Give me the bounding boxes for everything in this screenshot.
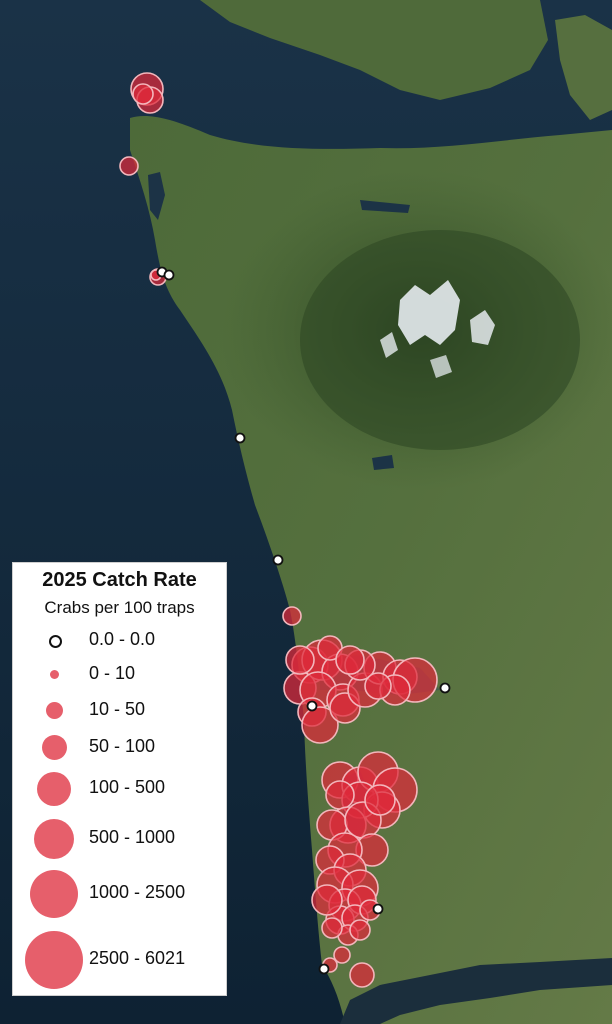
legend-label: 10 - 50 xyxy=(89,699,146,719)
catch-site-marker[interactable] xyxy=(285,645,315,675)
catch-site-marker[interactable] xyxy=(349,919,371,941)
legend-symbol-circle xyxy=(30,870,78,918)
catch-site-marker[interactable] xyxy=(335,645,365,675)
catch-site-marker[interactable] xyxy=(333,946,351,964)
lake-quinault xyxy=(372,455,394,470)
catch-site-marker[interactable] xyxy=(132,83,154,105)
legend-label: 2500 - 6021 xyxy=(89,948,186,968)
legend-symbol-circle xyxy=(25,931,83,989)
legend-label: 1000 - 2500 xyxy=(89,882,186,902)
catch-site-marker[interactable] xyxy=(311,884,343,916)
catch-site-marker[interactable] xyxy=(364,784,396,816)
legend-row: 0 - 10 xyxy=(13,663,226,685)
catch-site-marker[interactable] xyxy=(282,606,302,626)
zero-catch-site-marker[interactable] xyxy=(318,963,330,975)
columbia-river xyxy=(340,958,612,1024)
legend-row: 0.0 - 0.0 xyxy=(13,629,226,651)
catch-markers-layer xyxy=(119,72,451,988)
legend-symbol-circle xyxy=(37,772,71,806)
legend-label: 0.0 - 0.0 xyxy=(89,629,156,649)
vancouver-island-land xyxy=(200,0,548,100)
zero-catch-site-marker[interactable] xyxy=(372,903,384,915)
legend-row: 1000 - 2500 xyxy=(13,870,226,918)
legend-label: 50 - 100 xyxy=(89,736,156,756)
snow-cap-2 xyxy=(470,310,495,345)
zero-catch-site-marker[interactable] xyxy=(163,269,175,281)
zero-catch-site-marker[interactable] xyxy=(234,432,246,444)
lake-crescent xyxy=(360,200,410,213)
legend-label: 0 - 10 xyxy=(89,663,136,683)
snow-cap-4 xyxy=(430,355,452,378)
legend-label: 100 - 500 xyxy=(89,777,166,797)
zero-catch-site-marker[interactable] xyxy=(439,682,451,694)
legend-row: 500 - 1000 xyxy=(13,819,226,859)
snow-cap xyxy=(398,280,460,345)
legend-symbol-circle xyxy=(50,670,59,679)
legend-panel: 2025 Catch Rate Crabs per 100 traps 0.0 … xyxy=(12,562,227,996)
legend-row: 10 - 50 xyxy=(13,699,226,721)
catch-site-marker[interactable] xyxy=(325,780,355,810)
catch-site-marker[interactable] xyxy=(364,672,392,700)
catch-site-marker[interactable] xyxy=(119,156,139,176)
legend-symbol-circle xyxy=(42,735,67,760)
legend-row: 100 - 500 xyxy=(13,772,226,806)
snow-cap-3 xyxy=(380,332,398,358)
zero-catch-site-marker[interactable] xyxy=(306,700,318,712)
legend-symbol-circle xyxy=(46,702,63,719)
legend-row: 50 - 100 xyxy=(13,735,226,760)
zero-catch-site-marker[interactable] xyxy=(272,554,284,566)
legend-subtitle: Crabs per 100 traps xyxy=(44,598,195,617)
legend-symbol-circle xyxy=(34,819,74,859)
san-juan-islands-land xyxy=(555,15,612,120)
catch-site-marker[interactable] xyxy=(301,706,339,744)
legend-title: 2025 Catch Rate xyxy=(42,569,197,591)
lake-ozette xyxy=(148,172,165,220)
legend-row: 2500 - 6021 xyxy=(13,931,226,989)
catch-site-marker[interactable] xyxy=(321,917,343,939)
legend-label: 500 - 1000 xyxy=(89,827,176,847)
catch-site-marker[interactable] xyxy=(349,962,375,988)
legend-symbol-zero xyxy=(49,635,62,648)
